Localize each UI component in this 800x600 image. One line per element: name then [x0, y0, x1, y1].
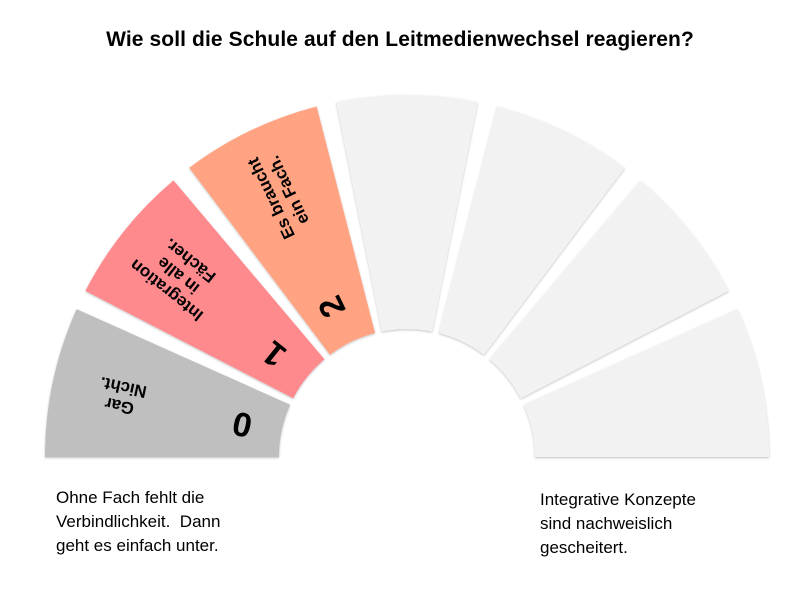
scale-segment-3: [336, 94, 478, 332]
note-left-line: Ohne Fach fehlt die: [56, 488, 205, 507]
note-left: Ohne Fach fehlt die Verbindlichkeit. Dan…: [56, 486, 296, 558]
segment-shape: [189, 106, 376, 355]
note-right-line: sind nachweislich: [540, 514, 673, 533]
segment-shape: [45, 309, 291, 457]
segment-shape: [523, 309, 769, 457]
segment-shape: [336, 94, 478, 332]
page-title: Wie soll die Schule auf den Leitmedienwe…: [106, 28, 694, 51]
note-right: Integrative Konzepte sind nachweislich g…: [540, 488, 780, 560]
scale-segment-5: [489, 180, 729, 399]
segment-shape: [85, 180, 325, 399]
segment-shape: [489, 180, 729, 399]
note-left-line: Verbindlichkeit. Dann: [56, 512, 221, 531]
note-left-line: geht es einfach unter.: [56, 536, 219, 555]
scale-segment-4: [438, 106, 625, 355]
segment-shape: [438, 106, 625, 355]
scale-segment-6: [523, 309, 769, 457]
scale-segment-2: 2Es brauchtein Fach.: [189, 106, 376, 355]
note-right-line: gescheitert.: [540, 538, 628, 557]
note-right-line: Integrative Konzepte: [540, 490, 696, 509]
